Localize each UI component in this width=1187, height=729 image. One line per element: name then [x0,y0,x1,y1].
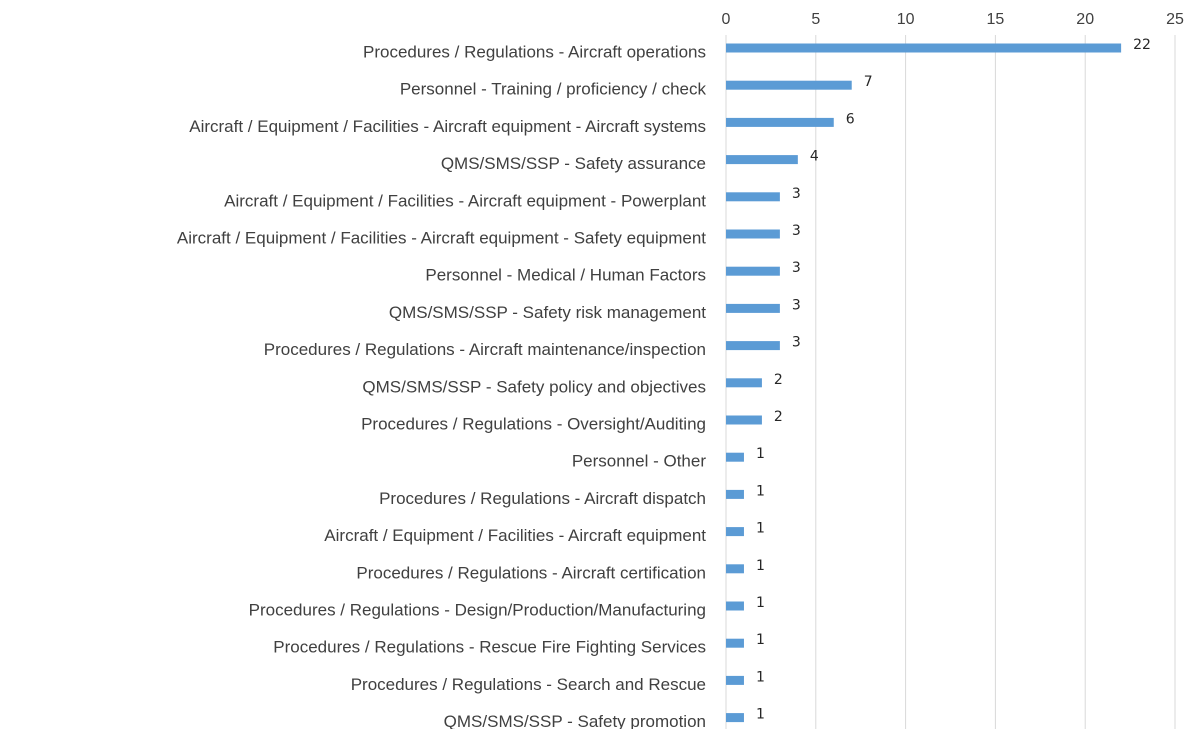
y-tick-label: Procedures / Regulations - Search and Re… [351,675,706,694]
x-tick-label: 25 [1166,11,1184,28]
bar [726,341,780,351]
x-tick-label: 15 [987,11,1005,28]
value-label: 1 [756,669,765,685]
value-label: 3 [792,297,801,313]
bar [726,601,744,611]
y-tick-label: Procedures / Regulations - Aircraft cert… [356,563,706,582]
bar [726,80,852,90]
value-label: 4 [810,149,819,165]
y-tick-label: QMS/SMS/SSP - Safety assurance [441,154,706,173]
value-label: 1 [756,707,765,723]
y-tick-label: Personnel - Training / proficiency / che… [400,80,707,99]
bar [726,117,834,127]
bar [726,303,780,313]
value-label: 2 [774,409,783,425]
value-label: 1 [756,632,765,648]
bar [726,489,744,499]
bar [726,43,1122,53]
y-tick-label: Procedures / Regulations - Aircraft main… [264,340,706,359]
value-label: 6 [846,111,855,127]
bar [726,378,762,388]
value-label: 1 [756,558,765,574]
y-tick-label: Procedures / Regulations - Aircraft disp… [379,489,706,508]
bar [726,229,780,239]
value-label: 22 [1133,37,1151,53]
y-tick-label: Personnel - Other [572,452,707,471]
bar [726,675,744,685]
bar [726,564,744,574]
y-tick-label: Procedures / Regulations - Oversight/Aud… [361,414,706,433]
y-tick-label: QMS/SMS/SSP - Safety promotion [444,712,706,729]
value-label: 1 [756,483,765,499]
x-tick-label: 20 [1076,11,1094,28]
value-label: 2 [774,372,783,388]
value-label: 3 [792,260,801,276]
y-tick-label: Aircraft / Equipment / Facilities - Airc… [324,526,706,545]
bar [726,415,762,425]
x-tick-label: 10 [897,11,915,28]
bar [726,192,780,202]
y-tick-label: QMS/SMS/SSP - Safety policy and objectiv… [362,377,706,396]
y-tick-label: Aircraft / Equipment / Facilities - Airc… [177,228,706,247]
value-label: 1 [756,521,765,537]
value-label: 3 [792,223,801,239]
y-tick-label: Procedures / Regulations - Rescue Fire F… [273,638,706,657]
bar [726,266,780,276]
bar [726,527,744,537]
value-label: 1 [756,446,765,462]
y-tick-label: Aircraft / Equipment / Facilities - Airc… [224,191,706,210]
y-tick-label: QMS/SMS/SSP - Safety risk management [389,303,706,322]
value-label: 3 [792,186,801,202]
x-tick-label: 0 [722,11,731,28]
bar [726,452,744,462]
y-tick-label: Procedures / Regulations - Design/Produc… [249,600,706,619]
value-label: 3 [792,335,801,351]
bar [726,155,798,165]
bar [726,713,744,723]
x-tick-label: 5 [811,11,820,28]
value-label: 1 [756,595,765,611]
bar [726,638,744,648]
value-label: 7 [864,74,873,90]
y-tick-label: Personnel - Medical / Human Factors [425,266,706,285]
y-tick-label: Procedures / Regulations - Aircraft oper… [363,42,706,61]
y-tick-label: Aircraft / Equipment / Facilities - Airc… [189,117,706,136]
